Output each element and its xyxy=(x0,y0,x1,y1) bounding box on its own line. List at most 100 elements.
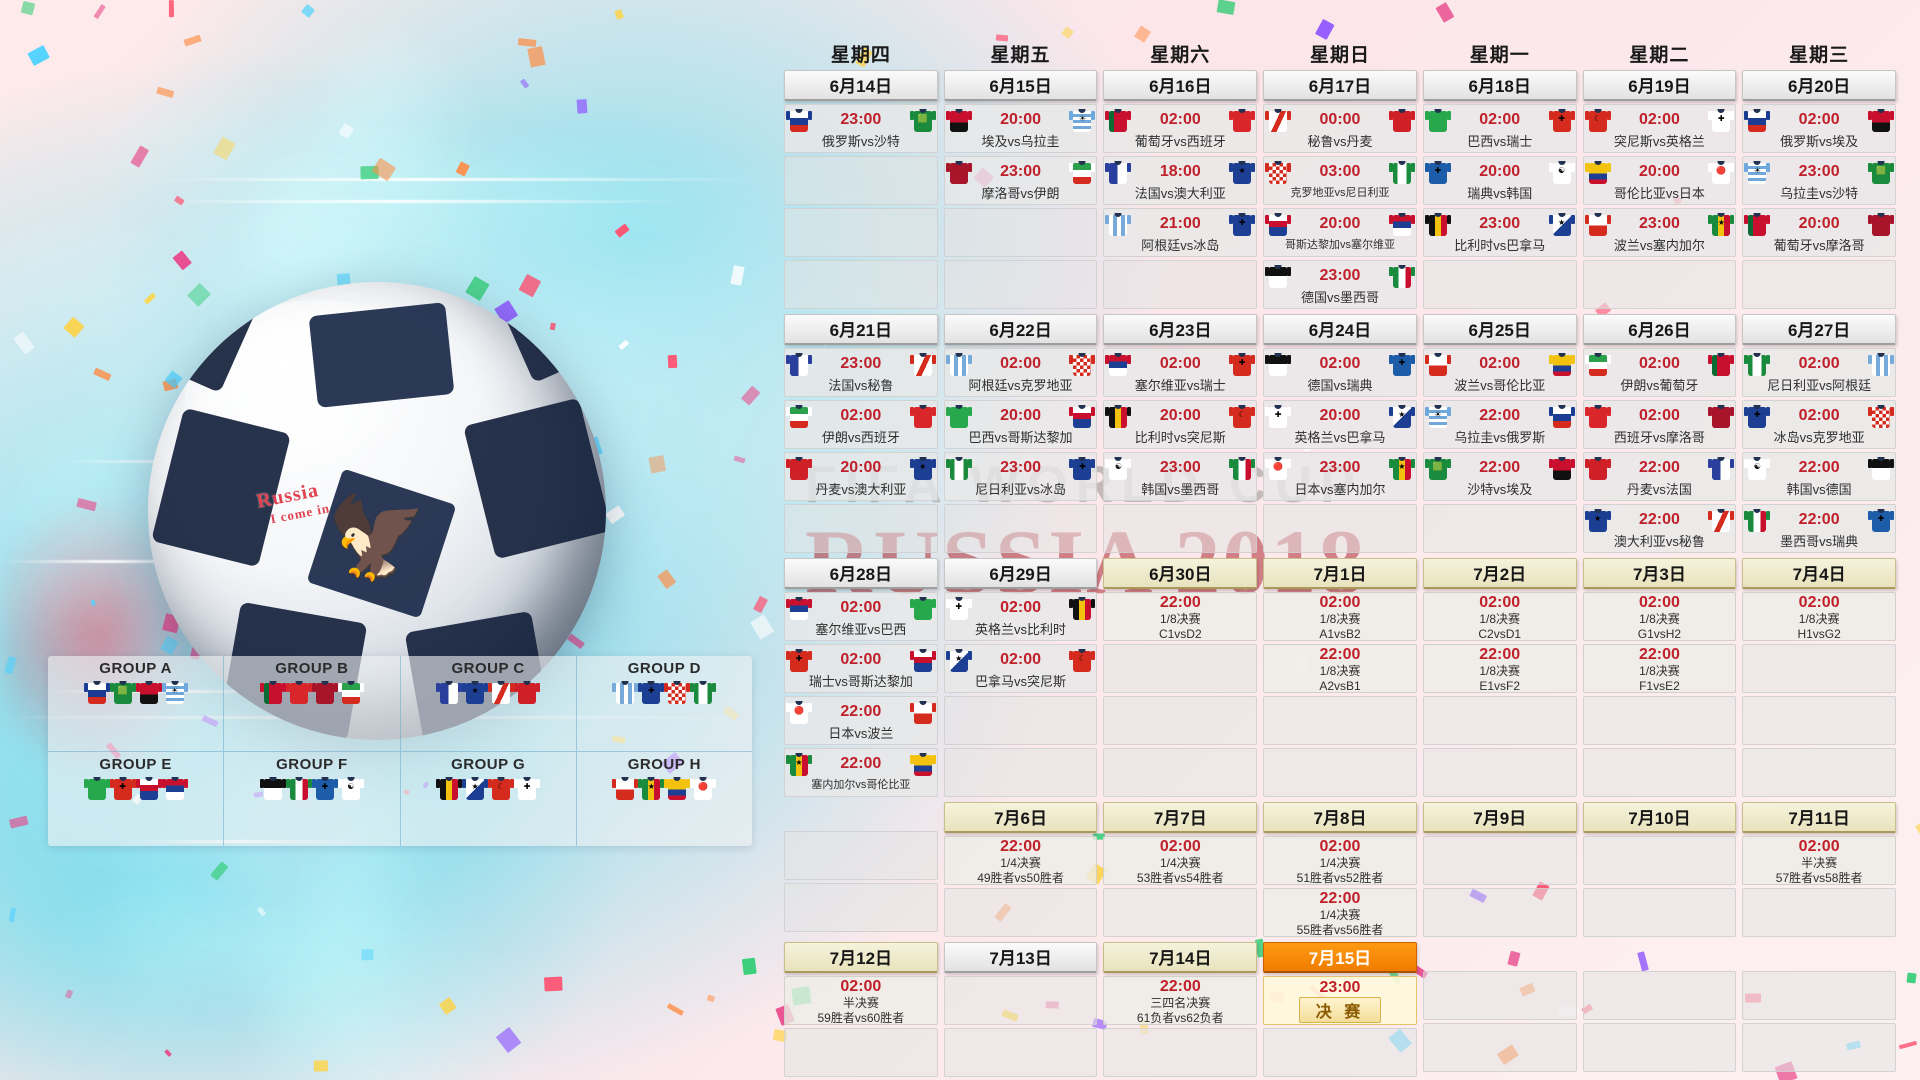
match-cell[interactable]: 21:00 ✚ 阿根廷vs冰岛 xyxy=(1103,208,1258,257)
date-header[interactable]: 6月15日 xyxy=(943,70,1098,101)
group-cell-group-e[interactable]: GROUP E ✚ xyxy=(48,752,223,846)
match-cell[interactable]: 02:00 尼日利亚vs阿根廷 xyxy=(1742,348,1896,397)
date-header[interactable]: 7月7日 xyxy=(1103,802,1258,833)
date-header[interactable]: 7月9日 xyxy=(1422,802,1577,833)
date-header[interactable]: 6月16日 xyxy=(1103,70,1258,101)
date-header[interactable]: 6月30日 xyxy=(1103,558,1258,589)
date-header[interactable]: 6月25日 xyxy=(1422,314,1577,345)
knockout-match-cell[interactable]: 22:00 1/8决赛 F1vsE2 xyxy=(1582,644,1737,693)
date-header[interactable]: 6月28日 xyxy=(784,558,938,589)
match-cell[interactable]: 02:00 俄罗斯vs埃及 xyxy=(1742,104,1896,153)
match-cell[interactable]: 22:00 丹麦vs法国 xyxy=(1582,452,1737,501)
date-header[interactable]: 7月15日 xyxy=(1263,942,1417,973)
date-header[interactable]: 6月19日 xyxy=(1582,70,1737,101)
match-cell[interactable]: 23:00 ★ 比利时vs巴拿马 xyxy=(1422,208,1577,257)
match-cell[interactable]: 20:00 哥斯达黎加vs塞尔维亚 xyxy=(1263,208,1417,257)
match-cell[interactable]: 02:00 塞尔维亚vs巴西 xyxy=(784,592,938,641)
date-header[interactable]: 7月10日 xyxy=(1582,802,1737,833)
date-header[interactable]: 7月4日 xyxy=(1742,558,1896,589)
match-cell[interactable]: 20:00 巴西vs哥斯达黎加 xyxy=(943,400,1098,449)
match-cell[interactable]: 🔴 22:00 日本vs波兰 xyxy=(784,696,938,745)
match-cell[interactable]: ✚ 02:00 瑞士vs哥斯达黎加 xyxy=(784,644,938,693)
match-cell[interactable]: 22:00 ✚ 墨西哥vs瑞典 xyxy=(1742,504,1896,553)
date-header[interactable]: 7月11日 xyxy=(1742,802,1896,833)
match-cell[interactable]: 02:00 伊朗vs葡萄牙 xyxy=(1582,348,1737,397)
match-cell[interactable]: 02:00 波兰vs哥伦比亚 xyxy=(1422,348,1577,397)
match-cell[interactable]: 20:00 ☀ 埃及vs乌拉圭 xyxy=(943,104,1098,153)
date-header[interactable]: 7月6日 xyxy=(943,802,1098,833)
date-header[interactable]: 6月22日 xyxy=(943,314,1098,345)
knockout-match-cell[interactable]: 02:00 1/8决赛 G1vsH2 xyxy=(1582,592,1737,641)
match-cell[interactable]: ★ 22:00 塞内加尔vs哥伦比亚 xyxy=(784,748,938,797)
final-match-cell[interactable]: 23:00 决 赛 xyxy=(1263,976,1417,1025)
group-cell-group-a[interactable]: GROUP A 🟩 ☀ xyxy=(48,656,223,751)
match-cell[interactable]: ☀ 23:00 🟩 乌拉圭vs沙特 xyxy=(1742,156,1896,205)
knockout-match-cell[interactable]: 22:00 1/8决赛 A2vsB1 xyxy=(1263,644,1417,693)
date-header[interactable]: 6月23日 xyxy=(1103,314,1258,345)
match-cell[interactable]: 00:00 秘鲁vs丹麦 xyxy=(1263,104,1417,153)
knockout-match-cell[interactable]: 22:00 1/4决赛 49胜者vs50胜者 xyxy=(943,836,1098,885)
match-cell[interactable]: 18:00 ★ 法国vs澳大利亚 xyxy=(1103,156,1258,205)
match-cell[interactable]: ✚ 20:00 ★ 英格兰vs巴拿马 xyxy=(1263,400,1417,449)
date-header[interactable]: 7月1日 xyxy=(1263,558,1417,589)
match-cell[interactable]: ✚ 20:00 ☯ 瑞典vs韩国 xyxy=(1422,156,1577,205)
knockout-match-cell[interactable]: 02:00 1/8决赛 H1vsG2 xyxy=(1742,592,1896,641)
date-header[interactable]: 6月14日 xyxy=(784,70,938,101)
match-cell[interactable]: ☀ 22:00 乌拉圭vs俄罗斯 xyxy=(1422,400,1577,449)
match-cell[interactable]: 23:00 ✚ 尼日利亚vs冰岛 xyxy=(943,452,1098,501)
date-header[interactable]: 6月17日 xyxy=(1263,70,1417,101)
match-cell[interactable]: 02:00 伊朗vs西班牙 xyxy=(784,400,938,449)
date-header[interactable]: 7月13日 xyxy=(943,942,1098,973)
knockout-match-cell[interactable]: 22:00 三四名决赛 61负者vs62负者 xyxy=(1103,976,1258,1025)
match-cell[interactable]: ☯ 23:00 韩国vs墨西哥 xyxy=(1103,452,1258,501)
match-cell[interactable]: ✚ 02:00 冰岛vs克罗地亚 xyxy=(1742,400,1896,449)
match-cell[interactable]: 🔴 23:00 ★ 日本vs塞内加尔 xyxy=(1263,452,1417,501)
knockout-match-cell[interactable]: 02:00 1/8决赛 C2vsD1 xyxy=(1422,592,1577,641)
match-cell[interactable]: 23:00 摩洛哥vs伊朗 xyxy=(943,156,1098,205)
date-header[interactable]: 6月26日 xyxy=(1582,314,1737,345)
knockout-match-cell[interactable]: 22:00 1/8决赛 E1vsF2 xyxy=(1422,644,1577,693)
match-cell[interactable]: 23:00 ★ 波兰vs塞内加尔 xyxy=(1582,208,1737,257)
knockout-match-cell[interactable]: 22:00 1/8决赛 C1vsD2 xyxy=(1103,592,1258,641)
date-header[interactable]: 7月2日 xyxy=(1422,558,1577,589)
knockout-match-cell[interactable]: 02:00 1/4决赛 53胜者vs54胜者 xyxy=(1103,836,1258,885)
date-header[interactable]: 6月21日 xyxy=(784,314,938,345)
match-cell[interactable]: 20:00 🔴 哥伦比亚vs日本 xyxy=(1582,156,1737,205)
knockout-match-cell[interactable]: 02:00 1/8决赛 A1vsB2 xyxy=(1263,592,1417,641)
date-header[interactable]: 6月29日 xyxy=(943,558,1098,589)
knockout-match-cell[interactable]: 22:00 1/4决赛 55胜者vs56胜者 xyxy=(1263,888,1417,937)
date-header[interactable]: 6月24日 xyxy=(1263,314,1417,345)
match-cell[interactable]: 20:00 ★ 丹麦vs澳大利亚 xyxy=(784,452,938,501)
match-cell[interactable]: 20:00 葡萄牙vs摩洛哥 xyxy=(1742,208,1896,257)
date-header[interactable]: 6月20日 xyxy=(1742,70,1896,101)
match-cell[interactable]: 02:00 葡萄牙vs西班牙 xyxy=(1103,104,1258,153)
match-cell[interactable]: ☯ 22:00 韩国vs德国 xyxy=(1742,452,1896,501)
match-cell[interactable]: 02:00 阿根廷vs克罗地亚 xyxy=(943,348,1098,397)
match-cell[interactable]: 23:00 德国vs墨西哥 xyxy=(1263,260,1417,309)
group-cell-group-f[interactable]: GROUP F ✚ ☯ xyxy=(223,752,399,846)
knockout-match-cell[interactable]: 02:00 1/4决赛 51胜者vs52胜者 xyxy=(1263,836,1417,885)
knockout-match-cell[interactable]: 02:00 半决赛 57胜者vs58胜者 xyxy=(1742,836,1896,885)
match-cell[interactable]: 03:00 克罗地亚vs尼日利亚 xyxy=(1263,156,1417,205)
group-cell-group-h[interactable]: GROUP H ★ 🔴 xyxy=(575,752,752,846)
date-header[interactable]: 7月8日 xyxy=(1263,802,1417,833)
date-header[interactable]: 7月14日 xyxy=(1103,942,1258,973)
match-cell[interactable]: ★ 02:00 ☾ 巴拿马vs突尼斯 xyxy=(943,644,1098,693)
match-cell[interactable]: 23:00 法国vs秘鲁 xyxy=(784,348,938,397)
match-cell[interactable]: 02:00 ✚ 德国vs瑞典 xyxy=(1263,348,1417,397)
match-cell[interactable]: 🟩 22:00 沙特vs埃及 xyxy=(1422,452,1577,501)
match-cell[interactable]: 02:00 ✚ 巴西vs瑞士 xyxy=(1422,104,1577,153)
match-cell[interactable]: 20:00 ☾ 比利时vs突尼斯 xyxy=(1103,400,1258,449)
group-cell-group-d[interactable]: GROUP D ✚ xyxy=(575,656,752,751)
match-cell[interactable]: ✚ 02:00 英格兰vs比利时 xyxy=(943,592,1098,641)
group-cell-group-b[interactable]: GROUP B xyxy=(223,656,399,751)
group-cell-group-g[interactable]: GROUP G ★ ☾ ✚ xyxy=(399,752,576,846)
date-header[interactable]: 6月27日 xyxy=(1742,314,1896,345)
match-cell[interactable]: ☾ 02:00 ✚ 突尼斯vs英格兰 xyxy=(1582,104,1737,153)
knockout-match-cell[interactable]: 02:00 半决赛 59胜者vs60胜者 xyxy=(784,976,938,1025)
match-cell[interactable]: 23:00 🟩 俄罗斯vs沙特 xyxy=(784,104,938,153)
date-header[interactable]: 7月3日 xyxy=(1582,558,1737,589)
match-cell[interactable]: ★ 22:00 澳大利亚vs秘鲁 xyxy=(1582,504,1737,553)
date-header[interactable]: 6月18日 xyxy=(1422,70,1577,101)
match-cell[interactable]: 02:00 ✚ 塞尔维亚vs瑞士 xyxy=(1103,348,1258,397)
